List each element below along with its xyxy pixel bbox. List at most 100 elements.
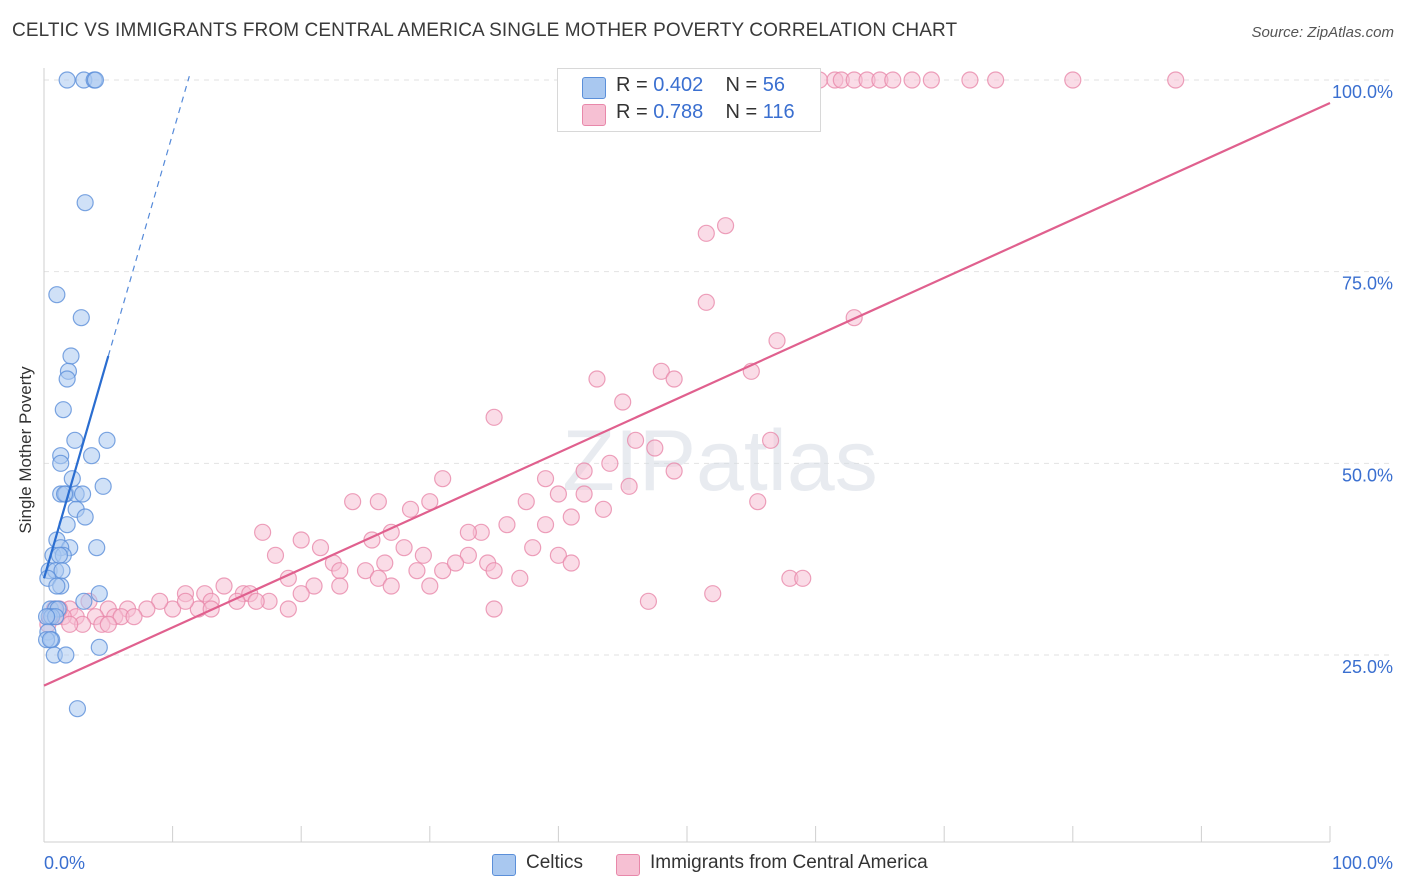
immigrants-point — [485, 600, 503, 618]
immigrants-point — [768, 332, 786, 350]
tick-labels-layer: 25.0% 50.0% 75.0% 100.0% 0.0% 100.0% — [44, 82, 1393, 873]
immigrants-point — [749, 493, 767, 511]
r-label: R = — [616, 101, 648, 123]
immigrants-point — [601, 454, 619, 472]
immigrants-point — [292, 585, 310, 603]
immigrants-point — [446, 554, 465, 572]
immigrants-point — [652, 362, 670, 380]
y-tick-label: 50.0% — [1342, 465, 1393, 485]
immigrants-point — [382, 577, 400, 595]
n-value: 56 — [762, 74, 786, 96]
celtics-point — [48, 577, 66, 595]
immigrants-point — [517, 493, 535, 511]
immigrants-point — [434, 470, 452, 488]
immigrants-point — [620, 477, 638, 495]
immigrants-point — [961, 71, 979, 89]
trend-lines-layer — [42, 75, 1331, 687]
immigrants-point — [138, 600, 156, 618]
immigrants-point — [562, 508, 580, 526]
immigrants-point — [716, 217, 735, 235]
celtics-point — [72, 309, 90, 327]
immigrants-point — [562, 554, 580, 572]
celtics-legend-swatch — [492, 854, 516, 876]
immigrants-point — [761, 431, 780, 449]
celtics-point — [62, 347, 80, 365]
celtics-point — [53, 562, 71, 580]
immigrants-point — [536, 516, 555, 534]
n-value: 116 — [762, 101, 795, 123]
immigrants-point — [646, 439, 664, 457]
celtics-point — [90, 638, 108, 656]
celtics-point — [86, 71, 105, 89]
stats-legend: R = 0.402 N = 56 R = 0.788 N = 116 — [557, 68, 821, 132]
immigrants-trend-line — [43, 101, 1331, 687]
immigrants-points-layer — [39, 71, 1185, 633]
immigrants-point — [247, 592, 265, 610]
immigrants-legend-swatch — [616, 854, 640, 876]
immigrants-point — [414, 546, 432, 564]
immigrants-point — [903, 71, 921, 89]
celtics-point — [54, 401, 72, 419]
celtics-point — [76, 194, 94, 212]
source-label: Source: ZipAtlas.com — [1251, 24, 1394, 41]
celtics-point — [37, 608, 56, 626]
immigrants-point — [356, 562, 375, 580]
immigrants-point — [884, 71, 902, 89]
celtics-trend-extension — [107, 75, 190, 357]
immigrants-point — [485, 408, 503, 426]
celtics-trend-line — [42, 355, 110, 579]
immigrants-point — [459, 546, 477, 564]
immigrants-point — [704, 585, 722, 603]
celtics-point — [68, 700, 87, 718]
legend-row-celtics-text: R = 0.402 N = 56 — [616, 74, 785, 97]
celtics-point — [41, 631, 60, 649]
immigrants-point — [549, 546, 568, 564]
r-value: 0.402 — [653, 74, 704, 96]
immigrants-point — [588, 370, 606, 388]
immigrants-point — [125, 608, 143, 626]
legend-row-immigrants-text: R = 0.788 N = 116 — [616, 101, 795, 124]
y-tick-label: 100.0% — [1332, 82, 1393, 102]
x-tick-label-max: 100.0% — [1332, 853, 1393, 873]
immigrants-point — [408, 562, 426, 580]
immigrants-point — [61, 615, 79, 633]
celtics-point — [48, 286, 66, 304]
immigrants-point — [697, 224, 715, 242]
x-tick-label-min: 0.0% — [44, 853, 85, 873]
celtics-point — [88, 539, 106, 557]
immigrants-point — [305, 577, 323, 595]
immigrants-point — [536, 470, 555, 488]
celtics-point — [76, 508, 94, 526]
immigrants-point — [511, 569, 529, 587]
immigrants-point — [614, 393, 632, 411]
immigrants-point — [99, 615, 117, 633]
immigrants-point — [524, 539, 542, 557]
celtics-point — [52, 454, 70, 472]
immigrants-point — [1064, 71, 1082, 89]
n-label: N = — [725, 74, 758, 96]
immigrants-point — [575, 485, 593, 503]
immigrants-point — [344, 493, 362, 511]
immigrants-point — [164, 600, 182, 618]
immigrants-point — [279, 600, 297, 618]
celtics-point — [75, 592, 93, 610]
immigrants-point — [594, 500, 613, 518]
immigrants-point — [151, 592, 169, 610]
immigrants-point — [1167, 71, 1185, 89]
immigrants-point — [215, 577, 233, 595]
immigrants-point — [665, 370, 683, 388]
y-axis-label: Single Mother Poverty — [16, 366, 35, 534]
immigrants-point — [665, 462, 683, 480]
immigrants-point — [176, 592, 195, 610]
immigrants-point — [254, 523, 272, 541]
n-label: N = — [725, 101, 758, 123]
celtics-points-layer — [37, 71, 116, 718]
r-label: R = — [616, 74, 648, 96]
immigrants-point — [498, 516, 516, 534]
celtics-point — [58, 370, 76, 388]
celtics-point — [66, 431, 84, 449]
immigrants-point — [266, 546, 285, 564]
celtics-point — [82, 447, 101, 465]
axis-layer — [43, 68, 1331, 843]
